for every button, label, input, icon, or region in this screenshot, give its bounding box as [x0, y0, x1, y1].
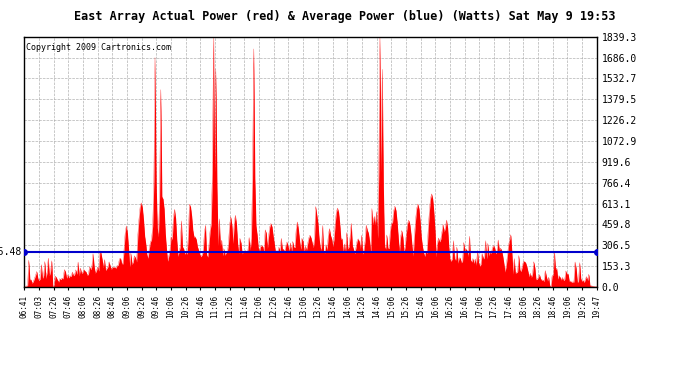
Text: East Array Actual Power (red) & Average Power (blue) (Watts) Sat May 9 19:53: East Array Actual Power (red) & Average …: [75, 10, 615, 23]
Text: Copyright 2009 Cartronics.com: Copyright 2009 Cartronics.com: [26, 43, 171, 52]
Text: 255.48: 255.48: [0, 247, 21, 257]
